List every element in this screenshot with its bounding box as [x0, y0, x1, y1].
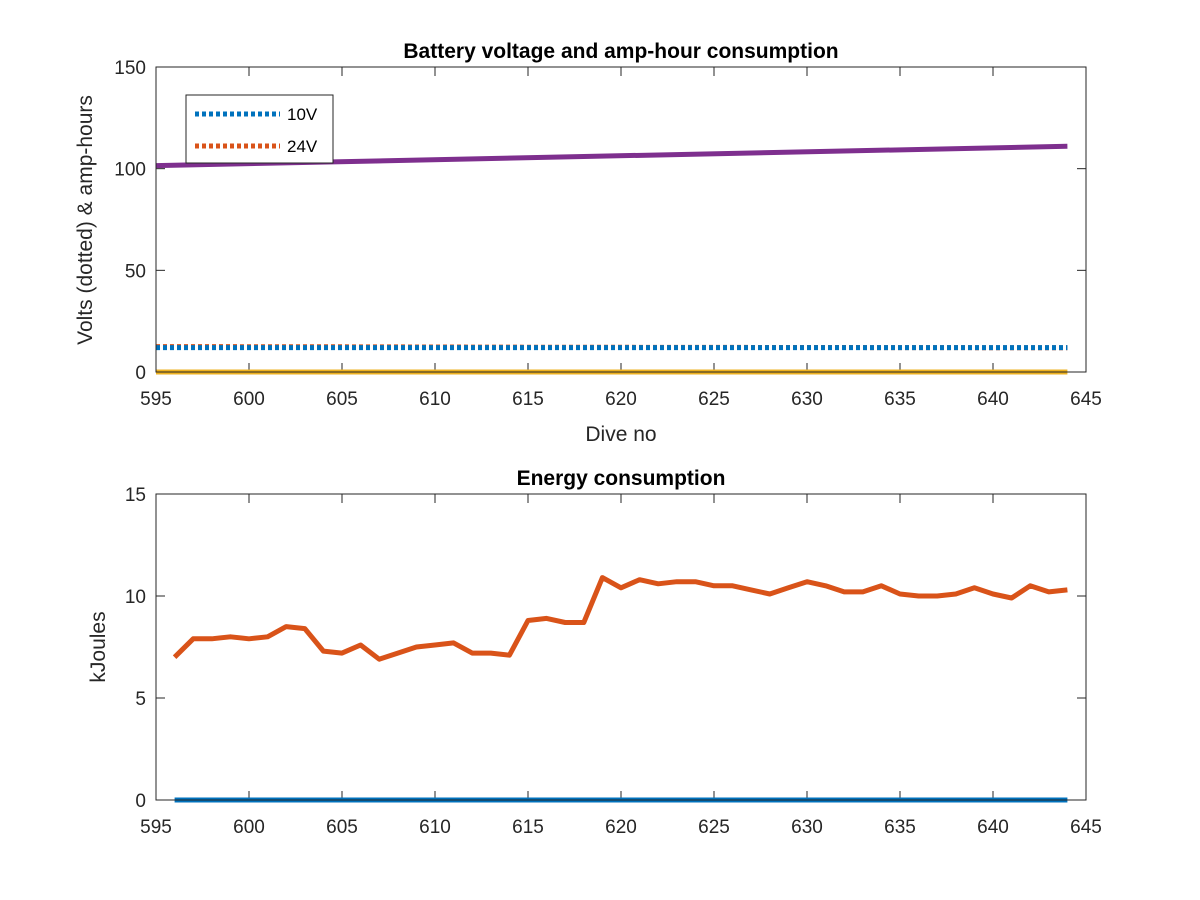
chart-title: Energy consumption	[517, 467, 726, 490]
x-tick-label: 625	[698, 817, 730, 838]
x-tick-label: 645	[1070, 817, 1102, 838]
y-tick-label: 10	[125, 587, 146, 608]
x-tick-label: 615	[512, 389, 544, 410]
x-tick-label: 605	[326, 389, 358, 410]
axes-box	[155, 493, 1087, 801]
x-tick-label: 595	[140, 817, 172, 838]
x-tick-label: 640	[977, 389, 1009, 410]
axes-frame	[155, 493, 1087, 801]
x-tick-label: 635	[884, 817, 916, 838]
y-tick-label: 15	[125, 485, 146, 506]
x-tick-label: 635	[884, 389, 916, 410]
legend-label-24v: 24V	[287, 137, 318, 156]
y-tick-label: 150	[114, 58, 146, 79]
legend-label-10v: 10V	[287, 105, 318, 124]
y-axis-label: Volts (dotted) & amp-hours	[74, 95, 97, 345]
y-tick-label: 0	[135, 791, 146, 812]
x-tick-label: 610	[419, 389, 451, 410]
x-tick-label: 645	[1070, 389, 1102, 410]
x-tick-label: 640	[977, 817, 1009, 838]
y-tick-label: 5	[135, 689, 146, 710]
x-tick-label: 600	[233, 817, 265, 838]
series-line-series-1	[172, 575, 1068, 662]
legend: 10V 24V	[185, 94, 334, 164]
chart-energy-consumption: Energy consumption 595 600 605 610 615 620 625…	[87, 467, 1102, 838]
axes-frame	[155, 66, 1087, 373]
y-tick-label: 50	[125, 261, 146, 282]
x-tick-label: 625	[698, 389, 730, 410]
y-axis-label: kJoules	[87, 611, 110, 682]
x-tick-label: 595	[140, 389, 172, 410]
legend-box	[185, 94, 334, 164]
x-tick-label: 620	[605, 817, 637, 838]
plot-area: 595 600 605 610 615 620 625 630 635 640 645 0 5 10 15	[125, 485, 1102, 838]
x-tick-label: 615	[512, 817, 544, 838]
x-tick-label: 605	[326, 817, 358, 838]
x-tick-label: 600	[233, 389, 265, 410]
chart-battery-voltage: Battery voltage and amp-hour consumption…	[74, 40, 1102, 446]
x-tick-label: 630	[791, 389, 823, 410]
x-tick-label: 620	[605, 389, 637, 410]
chart-title: Battery voltage and amp-hour consumption	[403, 40, 838, 63]
x-tick-label: 630	[791, 817, 823, 838]
x-axis-label: Dive no	[585, 423, 656, 446]
y-tick-label: 0	[135, 363, 146, 384]
x-tick-label: 610	[419, 817, 451, 838]
y-tick-label: 100	[114, 160, 146, 181]
